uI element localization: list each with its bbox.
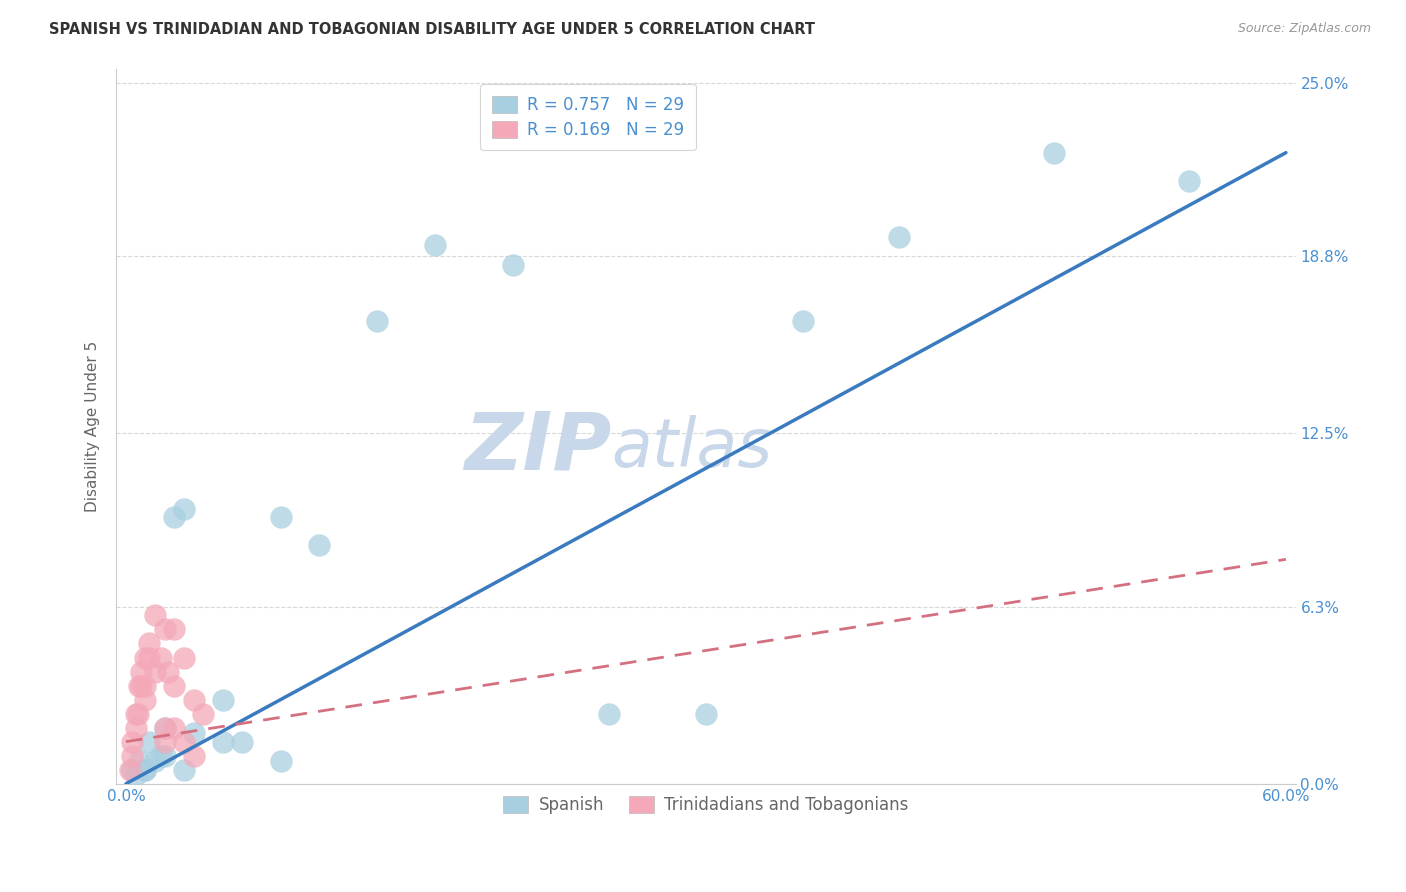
Point xyxy=(143,754,166,768)
Point xyxy=(124,721,146,735)
Point xyxy=(134,692,156,706)
Point xyxy=(138,734,160,748)
Point xyxy=(131,679,153,693)
Point xyxy=(695,706,717,721)
Point xyxy=(121,763,143,777)
Point xyxy=(183,748,205,763)
Text: SPANISH VS TRINIDADIAN AND TOBAGONIAN DISABILITY AGE UNDER 5 CORRELATION CHART: SPANISH VS TRINIDADIAN AND TOBAGONIAN DI… xyxy=(49,22,815,37)
Point xyxy=(138,636,160,650)
Point xyxy=(173,650,195,665)
Point xyxy=(121,734,143,748)
Point xyxy=(1043,145,1066,160)
Point xyxy=(183,726,205,740)
Point xyxy=(153,748,176,763)
Point xyxy=(173,734,195,748)
Point xyxy=(173,501,195,516)
Point xyxy=(211,734,233,748)
Point xyxy=(211,692,233,706)
Point xyxy=(127,706,149,721)
Point xyxy=(425,238,447,252)
Point xyxy=(193,706,215,721)
Y-axis label: Disability Age Under 5: Disability Age Under 5 xyxy=(86,341,100,512)
Point xyxy=(183,692,205,706)
Point xyxy=(173,763,195,777)
Point xyxy=(1178,174,1201,188)
Point xyxy=(134,763,156,777)
Point xyxy=(270,754,292,768)
Point xyxy=(231,734,253,748)
Text: ZIP: ZIP xyxy=(464,409,612,486)
Point xyxy=(118,763,141,777)
Point xyxy=(366,314,388,328)
Point xyxy=(153,623,176,637)
Point xyxy=(153,721,176,735)
Point xyxy=(138,650,160,665)
Point xyxy=(153,721,176,735)
Point xyxy=(598,706,620,721)
Point xyxy=(128,679,150,693)
Point xyxy=(124,768,146,782)
Point xyxy=(121,748,143,763)
Point xyxy=(134,763,156,777)
Point xyxy=(134,679,156,693)
Point xyxy=(134,650,156,665)
Point xyxy=(502,258,524,272)
Legend: Spanish, Trinidadians and Tobagonians: Spanish, Trinidadians and Tobagonians xyxy=(492,784,920,825)
Text: atlas: atlas xyxy=(612,415,773,481)
Point xyxy=(128,754,150,768)
Point xyxy=(163,623,186,637)
Point xyxy=(153,734,176,748)
Point xyxy=(270,510,292,524)
Point xyxy=(149,748,172,763)
Point xyxy=(143,665,166,679)
Point xyxy=(157,665,180,679)
Text: Source: ZipAtlas.com: Source: ZipAtlas.com xyxy=(1237,22,1371,36)
Point xyxy=(308,538,330,552)
Point xyxy=(163,679,186,693)
Point xyxy=(143,608,166,623)
Point xyxy=(889,229,911,244)
Point xyxy=(131,665,153,679)
Point xyxy=(792,314,814,328)
Point xyxy=(149,650,172,665)
Point xyxy=(163,721,186,735)
Point xyxy=(163,510,186,524)
Point xyxy=(124,706,146,721)
